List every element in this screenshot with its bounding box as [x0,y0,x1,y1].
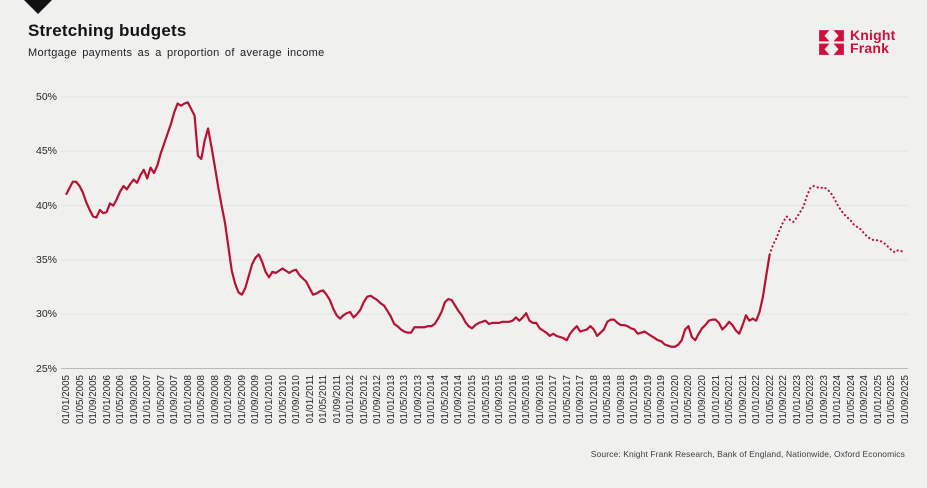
x-axis-label: 01/09/2019 [656,374,668,424]
x-axis-label: 01/01/2020 [669,374,681,424]
x-axis-label: 01/01/2007 [142,374,154,424]
x-axis-label: 01/01/2024 [832,374,844,424]
knight-frank-logo: Knight Frank [818,27,896,56]
x-axis-label: 01/05/2020 [683,374,695,424]
logo-word-knight: Knight [850,27,896,43]
page-title: Stretching budgets [28,21,187,40]
x-axis-label: 01/09/2007 [169,374,181,424]
x-axis-label: 01/05/2024 [845,374,857,424]
x-axis-label: 01/05/2023 [805,374,817,424]
y-axis-label: 45% [35,145,57,158]
forecast-series-line [768,185,907,256]
x-axis-label: 01/09/2025 [900,374,911,424]
logo-word-frank: Frank [850,40,890,56]
x-axis-label: 01/09/2013 [412,374,424,424]
x-axis-label: 01/09/2009 [250,374,262,424]
x-axis-label: 01/05/2022 [764,374,776,424]
x-axis-label: 01/01/2021 [710,374,722,424]
corner-triangle-marker-icon [24,0,52,14]
x-axis-label: 01/09/2006 [128,374,140,424]
x-axis-label: 01/09/2008 [209,374,221,424]
x-axis-label: 01/09/2012 [372,374,384,424]
y-axis-label: 50% [35,91,57,103]
x-axis-label: 01/01/2010 [263,374,275,424]
x-axis-label: 01/05/2011 [318,374,330,423]
x-axis-label: 01/01/2006 [101,374,113,424]
knight-frank-logo-icon [819,30,844,55]
x-axis-label: 01/01/2015 [466,374,478,424]
x-axis-label: 01/05/2013 [399,374,411,424]
x-axis-label: 01/01/2013 [385,374,397,424]
x-axis-label: 01/09/2010 [291,374,303,424]
x-axis-label: 01/05/2025 [886,374,898,424]
x-axis-label: 01/01/2009 [223,374,235,424]
y-axis-label: 35% [35,253,57,266]
y-axis-label: 25% [35,362,57,375]
x-axis-label: 01/01/2019 [629,374,641,424]
x-axis-label: 01/01/2017 [548,374,560,424]
x-axis-label: 01/01/2018 [588,374,600,424]
knight-frank-logo-text: Knight Frank [850,27,896,56]
x-axis-label: 01/09/2015 [494,374,506,424]
x-axis-label: 01/01/2022 [751,374,763,424]
x-axis-label: 01/05/2018 [602,374,614,424]
x-axis-label: 01/05/2012 [358,374,370,424]
y-axis-label: 30% [35,308,57,321]
x-axis-label: 01/09/2011 [331,374,343,423]
x-axis-label: 01/09/2005 [88,374,100,424]
x-axis-label: 01/01/2023 [791,374,803,424]
x-axis-label: 01/09/2014 [453,374,465,424]
actual-series-line [65,101,771,348]
x-axis-label: 01/09/2022 [778,374,790,424]
x-axis-label: 01/01/2005 [61,374,72,424]
x-axis-label: 01/05/2021 [724,374,736,424]
x-axis-label: 01/09/2023 [818,374,830,424]
x-axis-label: 01/01/2012 [345,374,357,424]
x-axis-label: 01/05/2019 [642,374,654,424]
x-axis-label: 01/05/2016 [521,374,533,424]
x-axis-label: 01/05/2007 [155,374,167,424]
x-axis-label: 01/09/2017 [575,374,587,424]
x-axis-label: 01/01/2025 [872,374,884,424]
source-note: Source: Knight Frank Research, Bank of E… [590,449,905,459]
x-axis-label: 01/05/2017 [561,374,573,424]
x-axis-label: 01/09/2018 [615,374,627,424]
x-axis-label: 01/05/2009 [236,374,248,424]
x-axis-label: 01/05/2010 [277,374,289,424]
page-subtitle: Mortgage payments as a proportion of ave… [28,47,325,59]
x-axis-label: 01/09/2020 [697,374,709,424]
x-axis-label: 01/01/2011 [304,374,316,423]
x-axis-label: 01/01/2014 [426,374,438,424]
x-axis-label: 01/05/2008 [196,374,208,424]
x-axis-label: 01/01/2008 [182,374,194,424]
x-axis-label: 01/05/2005 [74,374,86,424]
x-axis-label: 01/09/2021 [737,374,749,424]
x-axis-label: 01/09/2024 [859,374,871,424]
x-axis-label: 01/05/2014 [439,374,451,424]
y-axis-label: 40% [35,199,57,212]
x-axis-label: 01/05/2015 [480,374,492,424]
x-axis-label: 01/01/2016 [507,374,519,424]
x-axis-label: 01/05/2006 [115,374,127,424]
x-axis-label: 01/09/2016 [534,374,546,424]
